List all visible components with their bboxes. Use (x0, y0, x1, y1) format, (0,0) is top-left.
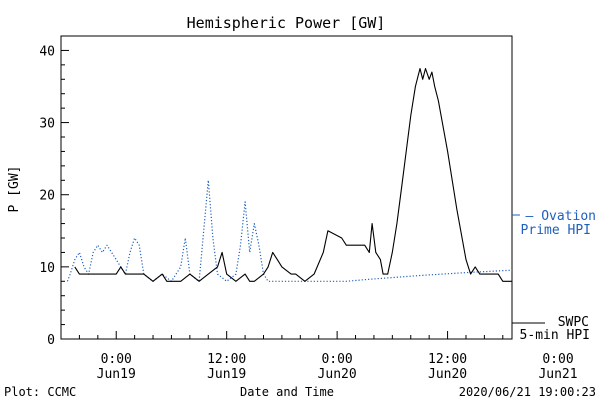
swpc-legend-label-2: 5-min HPI (520, 328, 590, 343)
x-tick-date-label: Jun20 (428, 367, 467, 382)
footer-credit: Plot: CCMC (4, 385, 76, 399)
y-tick-label: 10 (39, 261, 55, 276)
x-tick-date-label: Jun21 (538, 367, 577, 382)
series-layer (66, 67, 512, 282)
ovation-prime-hpi-line (66, 179, 512, 282)
plot-frame (60, 35, 513, 340)
y-axis: 0 10 20 30 40 (39, 44, 69, 348)
footer-timestamp: 2020/06/21 19:00:23 (459, 385, 596, 399)
swpc-legend-label: SWPC (558, 315, 589, 330)
x-tick-time-label: 0:00 (321, 352, 352, 367)
x-tick-time-label: 0:00 (101, 352, 132, 367)
x-tick-time-label: 12:00 (207, 352, 246, 367)
x-tick-time-label: 0:00 (542, 352, 573, 367)
y-axis-label: P [GW] (7, 166, 22, 213)
y-tick-label: 30 (39, 117, 55, 132)
x-tick-date-label: Jun20 (318, 367, 357, 382)
x-axis: 0:00Jun1912:00Jun190:00Jun2012:00Jun200:… (60, 331, 578, 382)
chart-title: Hemispheric Power [GW] (187, 14, 386, 32)
x-tick-date-label: Jun19 (207, 367, 246, 382)
ovation-legend-label-2: Prime HPI (521, 223, 591, 238)
ovation-legend-label: — Ovation (526, 209, 596, 224)
y-tick-label: 40 (39, 44, 55, 59)
y-tick-label: 20 (39, 189, 55, 204)
x-tick-time-label: 12:00 (428, 352, 467, 367)
swpc-hpi-line (74, 67, 512, 282)
x-tick-date-label: Jun19 (97, 367, 136, 382)
y-tick-label: 0 (47, 333, 55, 348)
x-axis-label: Date and Time (240, 385, 334, 399)
